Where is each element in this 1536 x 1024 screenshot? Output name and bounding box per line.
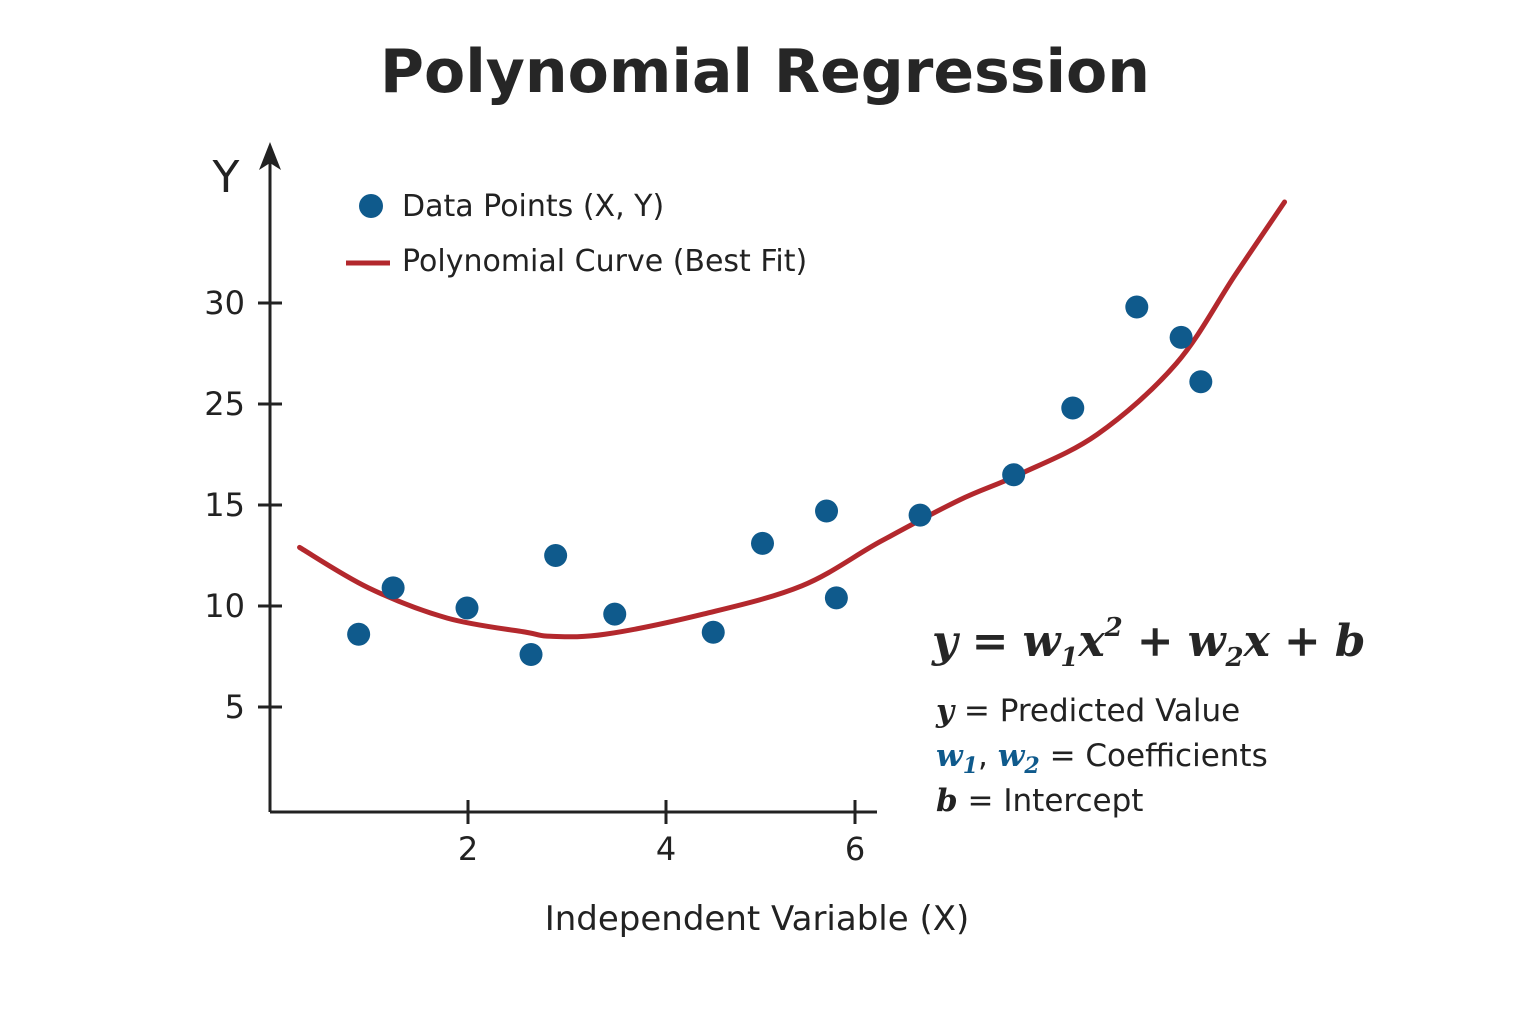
eq-b: b [1335,616,1366,667]
data-point [1169,325,1193,349]
axes [259,142,877,814]
y-tick-label: 25 [204,385,245,423]
data-point [519,642,543,666]
chart-title: Polynomial Regression [380,37,1150,107]
eq-exponent: 2 [1104,613,1123,643]
data-point [544,544,568,567]
data-point [1002,463,1026,487]
y-ticks: 5 10 15 25 30 [204,284,282,726]
y-tick-label: 5 [225,688,245,726]
data-point [908,503,932,527]
def-w1-sub: 1 [963,753,978,779]
legend-point-marker [359,194,383,218]
eq-plus-1: + [1137,616,1174,667]
regression-equation: y = w1x2 + w2x + b [931,613,1366,673]
eq-x: x [1243,616,1271,667]
eq-w1: w [1022,616,1062,667]
def-w2-sub: 2 [1023,753,1039,779]
x-tick-label: 6 [845,830,865,868]
legend-label-points: Data Points (X, Y) [402,189,664,224]
def-b-text: = Intercept [958,783,1144,819]
definition-b: b = Intercept [936,783,1143,819]
x-axis-label: Independent Variable (X) [545,899,970,939]
eq-w1-sub: 1 [1060,643,1078,673]
polynomial-curve [297,199,1288,640]
def-y-text: = Predicted Value [954,693,1240,729]
def-b-var: b [936,783,958,819]
eq-w2-sub: 2 [1225,643,1244,673]
def-w-sep: , [978,738,998,774]
data-point [381,576,405,600]
data-point [1061,396,1085,420]
data-point [701,620,725,644]
data-points-layer [347,295,1213,666]
def-y-var: y [935,693,956,729]
legend: Data Points (X, Y) Polynomial Curve (Bes… [346,189,807,279]
eq-plus-2: + [1284,616,1321,667]
x-tick-label: 2 [458,830,478,868]
eq-x-squared: x [1077,616,1105,667]
data-point [1125,295,1149,319]
y-tick-label: 10 [204,587,245,625]
def-w1-var: w [936,738,964,774]
data-point [347,622,371,646]
data-point [455,596,479,620]
data-point [751,531,774,555]
legend-label-curve: Polynomial Curve (Best Fit) [402,244,807,279]
eq-y: y [931,616,961,667]
def-w-text: = Coefficients [1040,738,1268,774]
x-ticks: 2 4 6 [458,800,865,868]
data-point [1189,370,1213,394]
definition-w: w1, w2 = Coefficients [936,738,1268,779]
y-tick-label: 30 [204,284,245,322]
y-axis-label: Y [212,152,240,203]
polynomial-curve-layer [297,199,1288,640]
def-w2-var: w [998,738,1026,774]
data-point [815,499,839,523]
definition-y: y = Predicted Value [935,693,1240,729]
eq-w2: w [1188,616,1228,667]
y-axis-arrow-icon [259,142,281,170]
data-point [824,586,848,610]
x-tick-label: 4 [656,830,676,868]
y-tick-label: 15 [204,486,245,524]
eq-equals: = [972,616,1009,667]
data-point [603,602,627,626]
definitions: y = Predicted Value w1, w2 = Coefficient… [935,693,1268,819]
